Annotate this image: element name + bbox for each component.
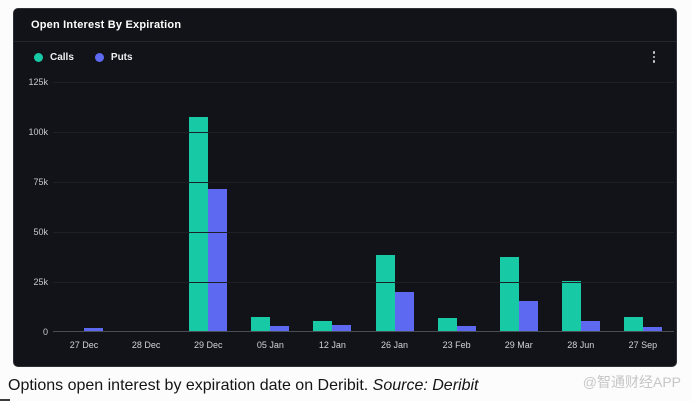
bar-group-27-sep: [612, 82, 674, 331]
bar-group-26-jan: [363, 82, 425, 331]
puts-color-dot-icon: [94, 52, 104, 62]
plot-area: [53, 82, 674, 332]
gridline: [53, 132, 674, 133]
caption: Options open interest by expiration date…: [8, 377, 478, 395]
bars-row: [53, 82, 674, 331]
legend: Calls Puts: [14, 42, 676, 72]
y-axis-tick-label: 25k: [33, 277, 48, 287]
x-axis-labels: 27 Dec 28 Dec 29 Dec 05 Jan 12 Jan 26 Jan 23 F…: [53, 340, 674, 350]
bar-puts-27-sep[interactable]: [642, 327, 662, 331]
kebab-menu-icon[interactable]: [645, 46, 663, 68]
bar-calls-29-mar[interactable]: [499, 257, 519, 331]
bar-group-28-jun: [550, 82, 612, 331]
bar-group-29-dec: [177, 82, 239, 331]
bar-group-29-mar: [488, 82, 550, 331]
bar-puts-23-feb[interactable]: [456, 326, 476, 331]
x-axis-label-26-jan: 26 Jan: [381, 340, 409, 350]
bar-puts-28-jun[interactable]: [580, 321, 600, 331]
x-axis-label-12-jan: 12 Jan: [318, 340, 346, 350]
bar-puts-12-jan[interactable]: [332, 325, 352, 331]
y-axis-tick-label: 100k: [28, 127, 48, 137]
bottom-edge-tick: [0, 399, 10, 401]
bar-calls-05-jan[interactable]: [251, 317, 271, 331]
chart-panel-header: Open Interest By Expiration: [14, 9, 676, 42]
gridline: [53, 232, 674, 233]
y-axis-tick-label: 0: [42, 327, 48, 337]
x-axis-label-27-sep: 27 Sep: [628, 340, 658, 350]
bar-calls-26-jan[interactable]: [375, 255, 395, 331]
bar-puts-29-dec[interactable]: [208, 189, 228, 331]
calls-color-dot-icon: [34, 52, 43, 62]
y-axis-tick-label: 125k: [28, 77, 48, 87]
x-axis-label-05-jan: 05 Jan: [256, 340, 284, 350]
x-axis-label-28-jun: 28 Jun: [567, 340, 595, 350]
bar-calls-12-jan[interactable]: [313, 321, 333, 331]
bar-group-12-jan: [301, 82, 363, 331]
bar-calls-27-sep[interactable]: [623, 317, 643, 331]
caption-text: Options open interest by expiration date…: [8, 377, 373, 394]
bar-group-27-dec: [53, 82, 115, 331]
x-axis-label-29-mar: 29 Mar: [504, 340, 533, 350]
bar-group-05-jan: [239, 82, 301, 331]
bar-puts-27-dec[interactable]: [84, 328, 104, 331]
bar-group-28-dec: [115, 82, 177, 331]
watermark: @智通财经APP: [582, 374, 681, 390]
legend-item-calls[interactable]: Calls: [34, 52, 74, 63]
bar-calls-29-dec[interactable]: [189, 117, 209, 331]
legend-label-puts: Puts: [110, 51, 133, 63]
gridline: [53, 82, 674, 83]
bar-calls-28-jun[interactable]: [561, 281, 581, 331]
bar-puts-05-jan[interactable]: [270, 326, 290, 331]
x-axis-label-29-dec: 29 Dec: [193, 340, 223, 350]
legend-label-calls: Calls: [50, 51, 74, 63]
x-axis-label-27-dec: 27 Dec: [69, 340, 99, 350]
chart-panel: Open Interest By Expiration Calls Puts 2…: [13, 8, 677, 367]
y-axis-tick-label: 50k: [33, 227, 48, 237]
y-axis-tick-label: 75k: [33, 177, 48, 187]
x-axis-label-23-feb: 23 Feb: [442, 340, 471, 350]
bar-group-23-feb: [426, 82, 488, 331]
gridline: [53, 182, 674, 183]
caption-source: Source: Deribit: [372, 377, 479, 394]
bar-puts-26-jan[interactable]: [394, 292, 414, 331]
gridline: [53, 282, 674, 283]
chart-title: Open Interest By Expiration: [31, 19, 182, 31]
bar-puts-29-mar[interactable]: [518, 301, 538, 331]
bar-calls-23-feb[interactable]: [437, 318, 457, 331]
x-axis-label-28-dec: 28 Dec: [131, 340, 161, 350]
legend-item-puts[interactable]: Puts: [94, 51, 133, 63]
